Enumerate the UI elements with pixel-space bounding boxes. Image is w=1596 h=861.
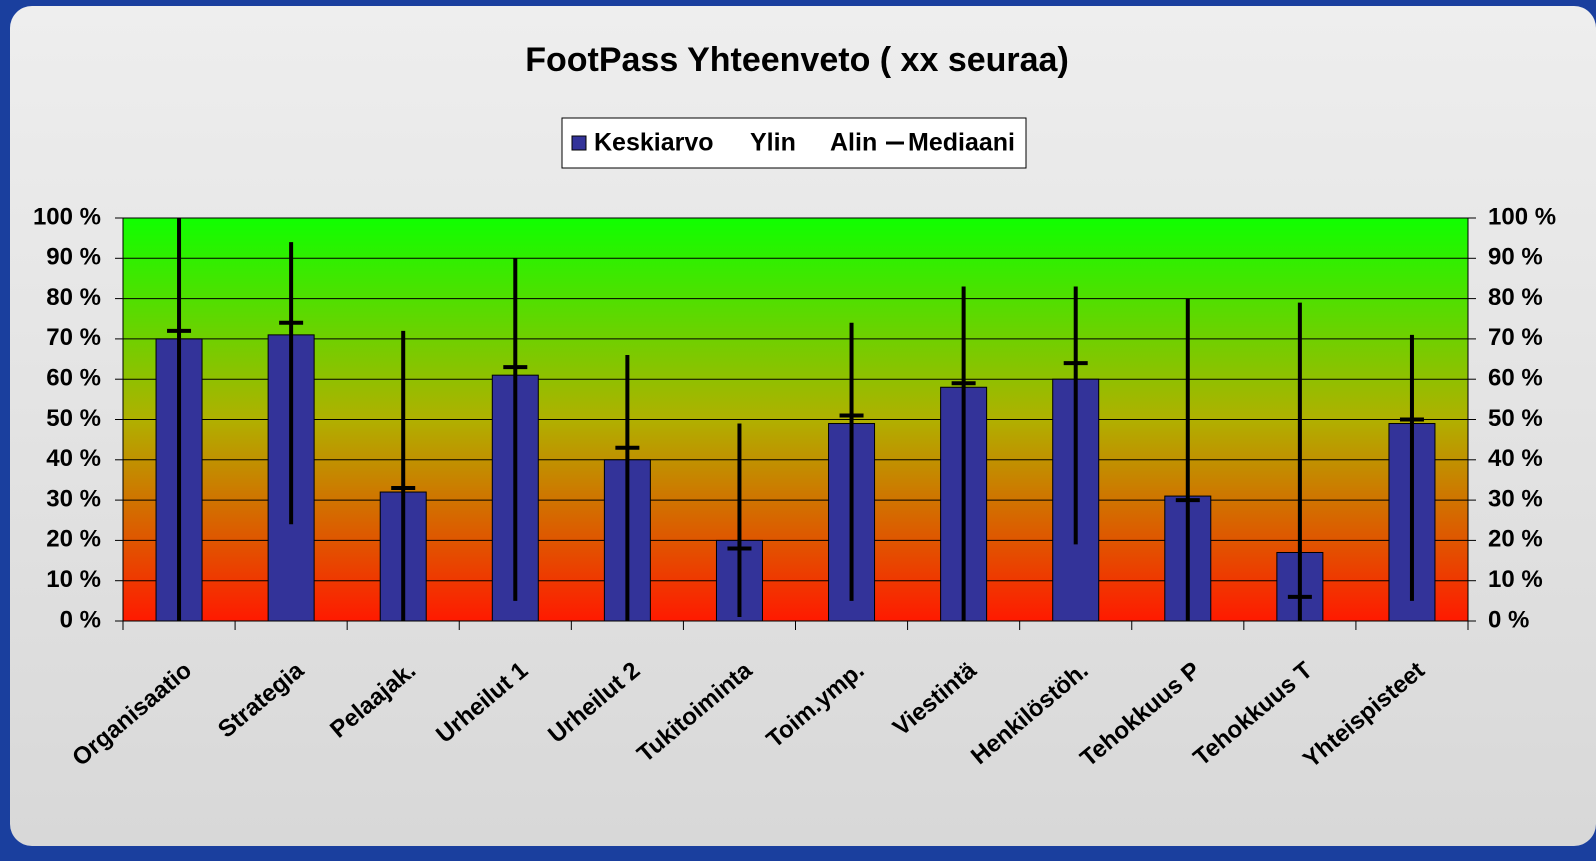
y-tick-label: 10 % — [46, 566, 101, 593]
y-tick-label: 70 % — [46, 324, 101, 351]
legend-label: Mediaani — [908, 129, 1015, 157]
y-tick-label: 90 % — [46, 244, 101, 271]
y-tick-label: 60 % — [46, 365, 101, 392]
y2-tick-label: 50 % — [1488, 405, 1543, 432]
chart-title: FootPass Yhteenveto ( xx seuraa) — [525, 41, 1069, 79]
y-tick-label: 20 % — [46, 526, 101, 553]
y2-tick-label: 80 % — [1488, 284, 1543, 311]
legend — [561, 117, 1027, 169]
y-tick-label: 80 % — [46, 284, 101, 311]
y2-tick-label: 60 % — [1488, 365, 1543, 392]
y2-tick-label: 0 % — [1488, 606, 1529, 633]
y2-tick-label: 30 % — [1488, 485, 1543, 512]
y-tick-label: 100 % — [33, 203, 101, 230]
y2-tick-label: 90 % — [1488, 244, 1543, 271]
y-tick-label: 0 % — [60, 606, 101, 633]
y-tick-label: 40 % — [46, 445, 101, 472]
legend-swatch — [571, 135, 587, 151]
y2-tick-label: 10 % — [1488, 566, 1543, 593]
legend-label: Keskiarvo — [594, 129, 714, 157]
y2-tick-label: 100 % — [1488, 203, 1556, 230]
legend-label: Ylin — [750, 129, 796, 157]
y-tick-label: 50 % — [46, 405, 101, 432]
y2-tick-label: 70 % — [1488, 324, 1543, 351]
y2-tick-label: 20 % — [1488, 526, 1543, 553]
y2-tick-label: 40 % — [1488, 445, 1543, 472]
y-tick-label: 30 % — [46, 485, 101, 512]
legend-label: Alin — [830, 129, 877, 157]
